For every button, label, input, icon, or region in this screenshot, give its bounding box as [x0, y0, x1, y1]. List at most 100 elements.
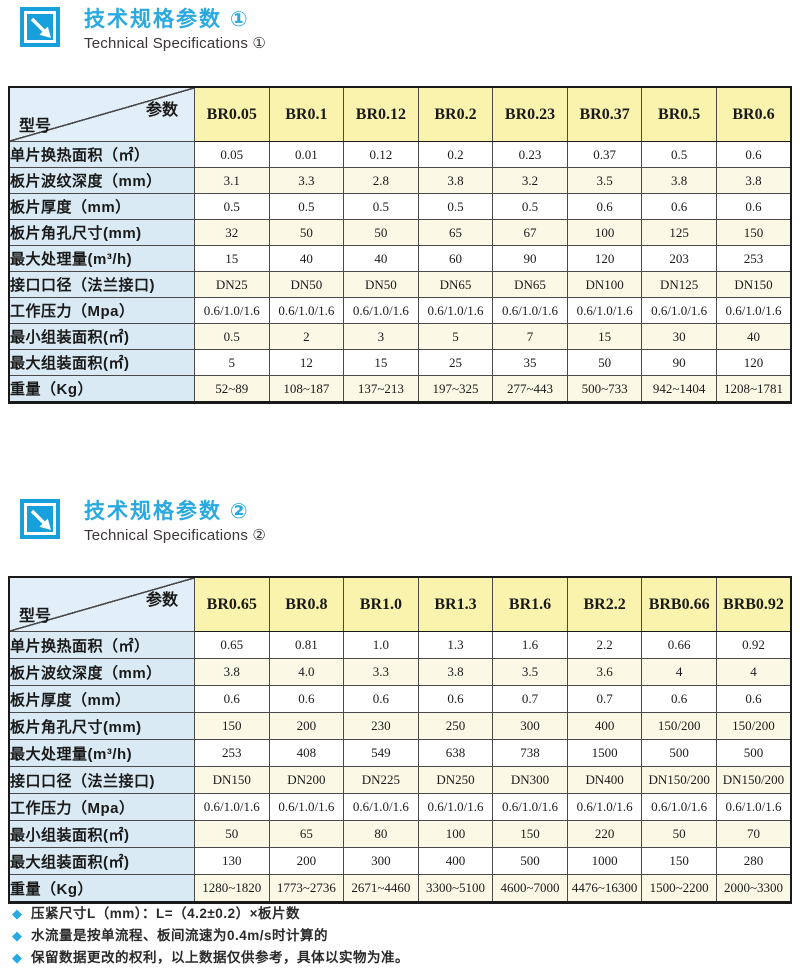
value-cell: 3.6 [566, 658, 643, 686]
value-cell: 230 [343, 712, 419, 740]
value-cell: 0.6/1.0/1.6 [417, 297, 494, 324]
model-column-header: BR1.6 [492, 576, 568, 632]
row-label: 板片厚度（mm） [8, 685, 195, 713]
value-cell: 0.6/1.0/1.6 [343, 793, 419, 821]
value-cell: 0.6/1.0/1.6 [641, 793, 717, 821]
value-cell: 0.6/1.0/1.6 [268, 793, 345, 821]
row-label: 板片角孔尺寸(mm) [8, 219, 195, 246]
table-row: 板片角孔尺寸(mm) 150 200 230 250 300 400 150/200 150/2… [8, 712, 792, 740]
value-cell: 0.6/1.0/1.6 [715, 297, 792, 324]
row-label: 重量（Kg） [8, 375, 195, 403]
value-cell: 500 [715, 739, 792, 767]
value-cell: 3 [343, 323, 419, 350]
value-cell: 150/200 [715, 712, 792, 740]
value-cell: 0.5 [343, 193, 419, 220]
value-cell: 408 [268, 739, 345, 767]
value-cell: 150 [492, 820, 568, 848]
value-cell: 277~443 [492, 375, 568, 403]
table-row: 板片厚度（mm） 0.5 0.5 0.5 0.5 0.5 0.6 0.6 0.6 [8, 193, 792, 220]
value-cell: DN65 [492, 271, 568, 298]
value-cell: 203 [641, 245, 717, 272]
model-column-header: BR0.65 [194, 576, 270, 632]
value-cell: 0.6/1.0/1.6 [641, 297, 717, 324]
value-cell: 1000 [566, 847, 643, 875]
value-cell: 15 [194, 245, 270, 272]
value-cell: DN150 [715, 271, 792, 298]
row-label: 最大组装面积(㎡) [8, 349, 195, 376]
model-column-header: BR1.0 [343, 576, 419, 632]
row-label: 单片换热面积（㎡） [8, 631, 195, 659]
row-label: 重量（Kg） [8, 874, 195, 903]
value-cell: 120 [566, 245, 643, 272]
value-cell: 500 [641, 739, 717, 767]
table-row: 最大组装面积(㎡) 5 12 15 25 35 50 90 120 [8, 349, 792, 376]
value-cell: DN50 [343, 271, 419, 298]
section-2-titles: 技术规格参数 ② Technical Specifications ② [84, 499, 266, 546]
value-cell: 0.6/1.0/1.6 [194, 297, 270, 324]
table-row: 最大处理量(m³/h) 15 40 40 60 90 120 203 253 [8, 245, 792, 272]
value-cell: DN25 [194, 271, 270, 298]
value-cell: 0.7 [492, 685, 568, 713]
value-cell: 40 [268, 245, 345, 272]
value-cell: 90 [641, 349, 717, 376]
value-cell: 3.8 [417, 658, 494, 686]
value-cell: 2.8 [343, 167, 419, 194]
value-cell: 0.65 [194, 631, 270, 659]
value-cell: 1500~2200 [641, 874, 717, 903]
value-cell: 150 [194, 712, 270, 740]
note-line: ◆ 压紧尺寸L（mm）：L=（4.2±0.2）×板片数 [12, 903, 409, 925]
value-cell: 0.6/1.0/1.6 [566, 297, 643, 324]
value-cell: 253 [194, 739, 270, 767]
value-cell: 0.6 [343, 685, 419, 713]
value-cell: 200 [268, 712, 345, 740]
value-cell: 0.6 [566, 193, 643, 220]
table-row: 板片厚度（mm） 0.6 0.6 0.6 0.6 0.7 0.7 0.6 0.6 [8, 685, 792, 713]
value-cell: 0.66 [641, 631, 717, 659]
value-cell: DN250 [417, 766, 494, 794]
value-cell: 0.6 [417, 685, 494, 713]
value-cell: 0.5 [194, 193, 270, 220]
value-cell: 40 [715, 323, 792, 350]
model-column-header: BR0.23 [492, 86, 568, 142]
value-cell: 2671~4460 [343, 874, 419, 903]
value-cell: 0.5 [641, 141, 717, 168]
value-cell: 0.6/1.0/1.6 [566, 793, 643, 821]
corner-label-parameter: 参数 [145, 592, 178, 609]
value-cell: 3.3 [343, 658, 419, 686]
value-cell: 40 [343, 245, 419, 272]
section-2-title-en: Technical Specifications ② [84, 527, 267, 544]
value-cell: 15 [566, 323, 643, 350]
value-cell: 549 [343, 739, 419, 767]
value-cell: 2.2 [566, 631, 643, 659]
value-cell: 0.6/1.0/1.6 [417, 793, 494, 821]
model-column-header: BR0.1 [268, 86, 345, 142]
model-column-header: BR0.6 [715, 86, 792, 142]
table-row: 板片波纹深度（mm） 3.8 4.0 3.3 3.8 3.5 3.6 4 4 [8, 658, 792, 686]
value-cell: 1208~1781 [715, 375, 792, 403]
model-column-header: BR2.2 [566, 576, 643, 632]
value-cell: 70 [715, 820, 792, 848]
value-cell: 50 [343, 219, 419, 246]
value-cell: 35 [492, 349, 568, 376]
value-cell: 0.5 [492, 193, 568, 220]
value-cell: 0.6/1.0/1.6 [268, 297, 345, 324]
value-cell: 0.6/1.0/1.6 [492, 793, 568, 821]
diamond-bullet-icon: ◆ [12, 906, 22, 921]
model-column-header: BR0.05 [194, 86, 270, 142]
value-cell: 0.6 [715, 141, 792, 168]
value-cell: 12 [268, 349, 345, 376]
value-cell: 1.0 [343, 631, 419, 659]
row-label: 单片换热面积（㎡） [8, 141, 195, 168]
spec-table-2: 参数 型号 BR0.65 BR0.8 BR1.0 BR1.3 BR1.6 BR2.2 BRB0.… [8, 576, 792, 904]
row-label: 最大组装面积(㎡) [8, 847, 195, 875]
value-cell: 0.01 [268, 141, 345, 168]
value-cell: 253 [715, 245, 792, 272]
value-cell: DN50 [268, 271, 345, 298]
table-row: 工作压力（Mpa） 0.6/1.0/1.6 0.6/1.0/1.6 0.6/1.0/1… [8, 297, 792, 324]
table-row: 最大组装面积(㎡) 130 200 300 400 500 1000 150 280 [8, 847, 792, 875]
diamond-bullet-icon: ◆ [12, 928, 22, 943]
section-1-titles: 技术规格参数 ① Technical Specifications ① [84, 7, 266, 54]
table-row: 最大处理量(m³/h) 253 408 549 638 738 1500 500 500 [8, 739, 792, 767]
value-cell: 52~89 [194, 375, 270, 403]
note-line: ◆ 保留数据更改的权利，以上数据仅供参考，具体以实物为准。 [12, 947, 409, 969]
